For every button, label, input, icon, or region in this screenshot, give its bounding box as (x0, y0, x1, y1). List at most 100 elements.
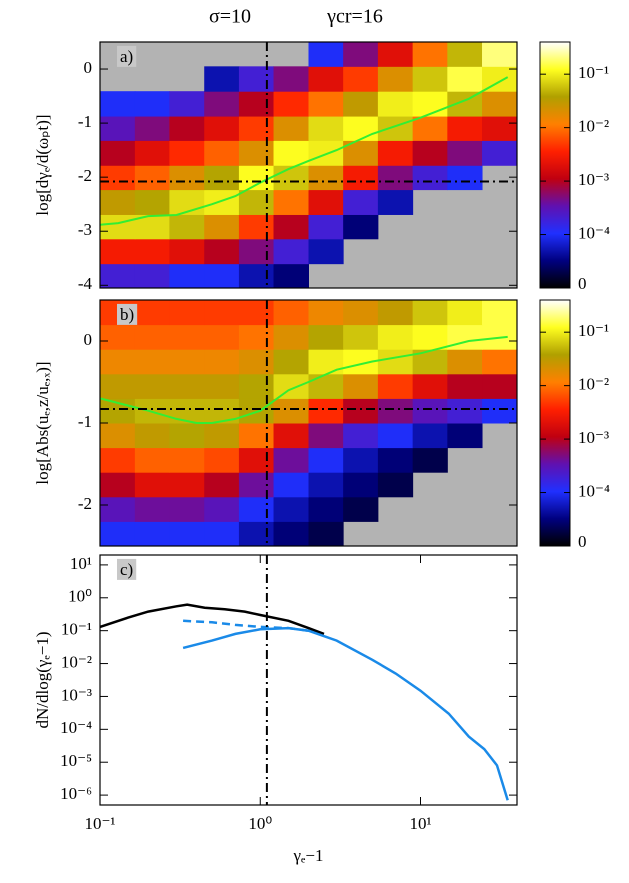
heatmap-cell (100, 116, 136, 141)
heatmap-cell (447, 423, 483, 449)
heatmap-cell (238, 116, 275, 141)
heatmap-cell (273, 116, 309, 141)
heatmap-cell (308, 324, 344, 350)
heatmap-cell (204, 447, 240, 473)
heatmap-cell (377, 116, 414, 141)
heatmap-cell (343, 472, 379, 498)
x-axis-label: γₑ−1 (293, 846, 324, 865)
colorbar-tick-label: 10⁻³ (578, 170, 609, 189)
heatmap-cell (377, 91, 414, 117)
heatmap-cell (273, 423, 309, 449)
y-tick-label: 10⁻¹ (61, 620, 92, 639)
heatmap-cell (238, 91, 275, 117)
heatmap-cell (308, 349, 344, 375)
heatmap-cell (308, 373, 344, 399)
plot-frame (99, 41, 518, 289)
heatmap-cell (308, 165, 344, 191)
colorbar-tick-label: 10⁻² (578, 375, 609, 394)
heatmap-cell (169, 447, 205, 473)
heatmap-cell (308, 91, 344, 117)
y-tick-label: 10⁻³ (61, 685, 92, 704)
heatmap-cell (204, 300, 240, 326)
heatmap-cell (412, 116, 448, 141)
y-tick-label: 10¹ (70, 554, 92, 573)
heatmap-cell (447, 140, 483, 166)
heatmap-cell (169, 140, 205, 166)
heatmap-cell (238, 189, 275, 215)
heatmap-cell (343, 373, 379, 399)
plot-frame (99, 554, 518, 806)
heatmap-cell (412, 423, 448, 449)
y-tick-label: 10⁻⁴ (60, 718, 92, 737)
heatmap-cell (100, 423, 136, 449)
heatmap-cell (447, 300, 483, 326)
heatmap-cell (100, 238, 136, 265)
heatmap-cell (238, 521, 275, 546)
heatmap-cell (100, 165, 136, 191)
heatmap-cell (100, 324, 136, 350)
data-line (100, 76, 509, 226)
heatmap-cell (343, 66, 379, 92)
heatmap-cell (169, 496, 205, 522)
heatmap-cell (204, 238, 240, 265)
x-tick-label: 10⁰ (248, 814, 272, 833)
heatmap-cell (100, 91, 136, 117)
y-tick-label: -3 (78, 220, 92, 239)
heatmap-cell (204, 423, 240, 449)
heatmap-cell (412, 398, 448, 424)
heatmap-cell (134, 472, 170, 498)
heatmap-cell (308, 423, 344, 449)
heatmap-cell (134, 189, 170, 215)
y-axis-label: log[Abs(uₑ,z/uₑ,ₓ)] (33, 361, 52, 484)
heatmap-cell (204, 521, 240, 546)
heatmap-cell (308, 300, 344, 326)
heatmap-cell (412, 373, 448, 399)
heatmap-cell (377, 423, 414, 449)
heatmap-cell (204, 91, 240, 117)
heatmap-cell (169, 189, 205, 215)
heatmap-cell (273, 300, 309, 326)
heatmap-cell (238, 238, 275, 265)
heatmap-cell (169, 521, 205, 546)
heatmap-cell (377, 189, 414, 215)
heatmap-cell (273, 447, 309, 473)
heatmap-cell (447, 42, 483, 67)
heatmap-cell (169, 300, 205, 326)
heatmap-cell (343, 42, 379, 67)
panel-label-box (117, 303, 138, 325)
heatmap-cell (308, 398, 344, 424)
heatmap-cell (377, 447, 414, 473)
heatmap-cell (343, 116, 379, 141)
y-tick-label: 10⁰ (68, 587, 92, 606)
heatmap-cell (100, 521, 136, 546)
heatmap-cell (204, 472, 240, 498)
heatmap-cell (238, 472, 275, 498)
heatmap-cell (273, 324, 309, 350)
y-tick-label: 0 (84, 58, 93, 77)
heatmap-cell (169, 116, 205, 141)
heatmap-cell (377, 66, 414, 92)
heatmap-cell (377, 140, 414, 166)
heatmap-cell (308, 42, 344, 67)
heatmap-cell (482, 349, 517, 375)
heatmap-cell (100, 189, 136, 215)
colorbar-tick-label: 10⁻² (578, 117, 609, 136)
heatmap-cell (343, 91, 379, 117)
colorbar-tick-label: 10⁻¹ (578, 63, 609, 82)
heatmap-cell (169, 238, 205, 265)
heatmap-cell (238, 300, 275, 326)
heatmap-cell (447, 398, 483, 424)
heatmap-cell (273, 398, 309, 424)
y-tick-label: -4 (78, 274, 93, 293)
heatmap-cell (447, 349, 483, 375)
heatmap-cell (169, 398, 205, 424)
heatmap-cell (134, 373, 170, 399)
heatmap-cell (412, 140, 448, 166)
heatmap-cell (134, 496, 170, 522)
heatmap-cell (447, 66, 483, 92)
heatmap-cell (343, 447, 379, 473)
heatmap-cell (482, 91, 517, 117)
heatmap-cell (308, 238, 344, 265)
heatmap-cell (412, 300, 448, 326)
heatmap-cell (169, 472, 205, 498)
